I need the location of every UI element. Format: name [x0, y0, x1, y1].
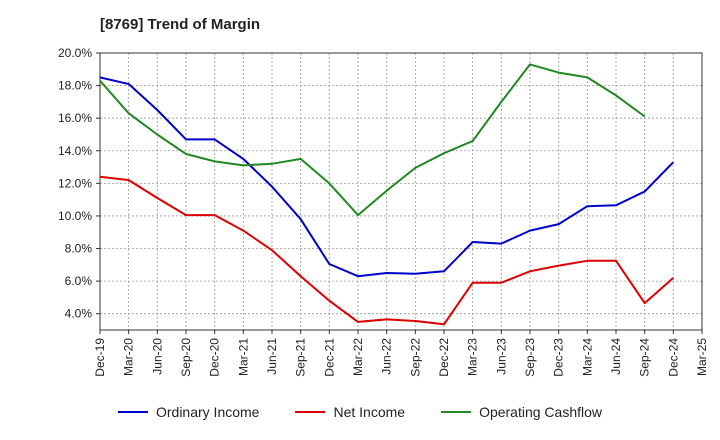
legend-label: Net Income	[333, 404, 406, 420]
x-tick-label: Mar-21	[236, 338, 250, 376]
series-layer	[99, 63, 675, 326]
legend-label: Operating Cashflow	[479, 404, 603, 420]
y-tick-label: 10.0%	[58, 209, 92, 223]
label-layer: 4.0% 6.0% 8.0% 10.0% 12.0% 14.0% 16.0% 18.0% 20.…	[58, 46, 709, 377]
x-tick-label: Jun-21	[265, 338, 279, 375]
y-tick-label: 18.0%	[58, 79, 92, 93]
x-tick-label: Jun-24	[609, 338, 623, 375]
legend: Ordinary Income Net Income Operating Cashf…	[0, 404, 720, 420]
grid-layer	[99, 52, 703, 330]
x-tick-label: Dec-24	[666, 338, 680, 377]
y-tick-label: 14.0%	[58, 144, 92, 158]
x-tick-label: Jun-22	[380, 338, 394, 375]
legend-item-net-income: Net Income	[295, 404, 405, 420]
legend-swatch	[441, 411, 472, 413]
series-line-ordinary-income	[99, 76, 675, 278]
x-tick-label: Jun-23	[494, 338, 508, 375]
legend-item-operating-cashflow: Operating Cashflow	[441, 404, 602, 420]
x-tick-label: Sep-20	[179, 338, 193, 377]
series-line-operating-cashflow	[99, 63, 646, 217]
x-tick-label: Mar-22	[351, 338, 365, 376]
x-tick-label: Sep-21	[294, 338, 308, 377]
x-tick-label: Sep-22	[408, 338, 422, 377]
x-tick-label: Mar-20	[122, 338, 136, 376]
x-tick-label: Jun-20	[150, 338, 164, 375]
x-tick-label: Dec-23	[552, 338, 566, 377]
axis-layer	[96, 52, 703, 334]
x-tick-label: Mar-24	[580, 338, 594, 376]
y-tick-label: 8.0%	[65, 242, 93, 256]
x-tick-label: Mar-25	[695, 338, 709, 376]
y-tick-label: 20.0%	[58, 46, 92, 60]
series-line-net-income	[99, 175, 674, 326]
x-tick-label: Dec-19	[93, 338, 107, 377]
x-tick-label: Mar-23	[466, 338, 480, 376]
y-tick-label: 12.0%	[58, 176, 92, 190]
chart-title: [8769] Trend of Margin	[100, 16, 261, 33]
x-tick-label: Dec-22	[437, 338, 451, 377]
x-tick-label: Dec-20	[208, 338, 222, 377]
x-tick-label: Dec-21	[322, 338, 336, 377]
y-tick-label: 6.0%	[65, 274, 93, 288]
x-tick-label: Sep-23	[523, 338, 537, 377]
legend-item-ordinary-income: Ordinary Income	[117, 404, 260, 420]
plot-frame	[99, 52, 703, 331]
x-tick-label: Sep-24	[638, 338, 652, 377]
legend-label: Ordinary Income	[155, 404, 260, 420]
y-tick-label: 4.0%	[65, 307, 93, 321]
legend-swatch	[295, 411, 326, 413]
legend-swatch	[117, 411, 148, 413]
y-tick-label: 16.0%	[58, 111, 92, 125]
